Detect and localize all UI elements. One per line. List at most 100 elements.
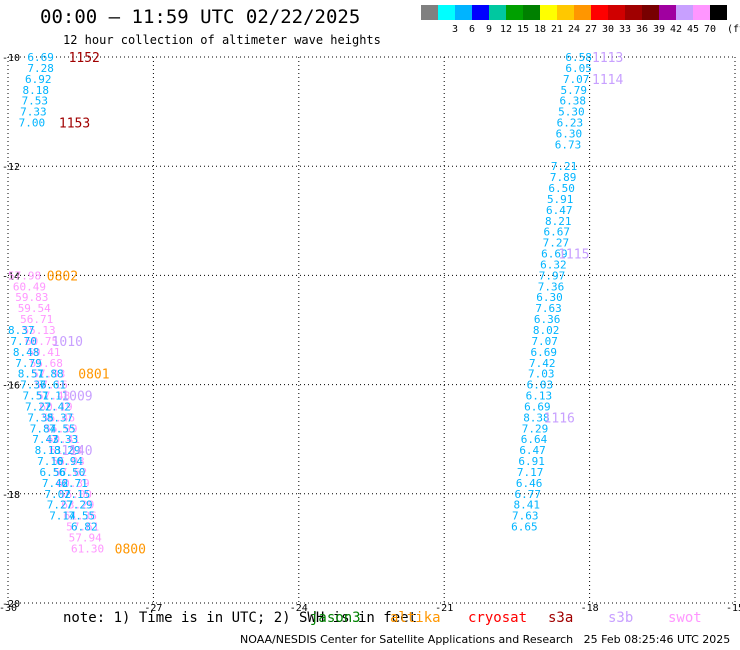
- wave-height-label: 6.91: [518, 455, 545, 468]
- wave-height-label: 8.51: [18, 368, 45, 381]
- wave-height-label: 6.71: [61, 477, 88, 490]
- pass-time-annotation: 1140: [61, 444, 92, 459]
- wave-height-label: 6.58: [565, 51, 592, 64]
- wave-height-label: 57.98: [8, 269, 41, 282]
- color-swatch: [659, 5, 676, 20]
- wave-height-label: 56.00: [59, 488, 92, 501]
- wave-height-label: 7.51: [23, 390, 50, 403]
- y-tick-label: -20: [2, 599, 20, 610]
- wave-height-label: 6.69: [541, 248, 568, 261]
- color-scale-label: 30: [601, 24, 615, 35]
- y-tick-label: -16: [2, 381, 20, 392]
- wave-height-label: 59.54: [18, 302, 51, 315]
- wave-height-label: 8.21: [545, 215, 572, 228]
- wave-height-label: 6.23: [557, 117, 584, 130]
- wave-height-label: 7.11: [42, 390, 69, 403]
- wave-height-label: 8.29: [54, 444, 81, 457]
- color-scale-label: 15: [516, 24, 530, 35]
- x-tick-label: -15: [726, 603, 740, 614]
- wave-height-label: 55.68: [30, 357, 63, 370]
- wave-height-label: 6.32: [540, 258, 567, 271]
- wave-height-label: 59.41: [27, 346, 60, 359]
- page-subtitle: 12 hour collection of altimeter wave hei…: [63, 33, 381, 47]
- color-swatch: [421, 5, 438, 20]
- wave-height-label: 7.36: [20, 379, 47, 392]
- wave-height-label: 7.14: [49, 510, 76, 523]
- wave-height-label: 6.69: [524, 400, 551, 413]
- pass-time-annotation: 1116: [544, 411, 575, 426]
- wave-height-label: 7.10: [37, 455, 64, 468]
- pass-time-annotation: 1114: [592, 73, 623, 88]
- satellite-legend-item: s3b: [608, 610, 634, 626]
- wave-height-label: 7.29: [66, 499, 93, 512]
- wave-height-label: 6.36: [534, 313, 561, 326]
- wave-height-label: 7.27: [47, 499, 73, 512]
- wave-height-label: 60.41: [47, 433, 80, 446]
- wave-height-label: 7.33: [52, 433, 78, 446]
- y-tick-label: -18: [2, 490, 20, 501]
- pass-time-annotation: 0802: [47, 269, 78, 284]
- x-tick-label: -18: [581, 603, 599, 614]
- color-scale-label: 9: [485, 24, 493, 35]
- color-swatch: [676, 5, 693, 20]
- color-swatch: [506, 5, 523, 20]
- color-swatch: [574, 5, 591, 20]
- wave-height-label: 7.07: [563, 73, 590, 86]
- wave-height-label: 7.29: [522, 422, 549, 435]
- wave-height-label: 7.55: [69, 510, 96, 523]
- x-tick-label: -27: [144, 603, 162, 614]
- wave-height-label: 63.29: [61, 499, 94, 512]
- wave-height-label: 7.03: [528, 368, 555, 381]
- wave-height-label: 57.48: [37, 390, 70, 403]
- color-scale-label: 42: [669, 24, 683, 35]
- wave-height-label: 7.70: [10, 335, 37, 348]
- wave-height-label: 7.61: [40, 379, 67, 392]
- color-swatch: [557, 5, 574, 20]
- wave-height-label: 57.16: [35, 379, 68, 392]
- wave-height-label: 7.42: [529, 357, 556, 370]
- pass-time-annotation: 1009: [61, 390, 92, 405]
- wave-height-label: 57.93: [32, 368, 65, 381]
- wave-height-label: 6.77: [514, 488, 541, 501]
- color-scale-label: 12: [499, 24, 513, 35]
- wave-height-label: 7.97: [539, 269, 566, 282]
- color-scale-label: 3: [451, 24, 459, 35]
- wave-height-label: 7.02: [44, 488, 71, 501]
- wave-height-label: 57.94: [69, 531, 102, 544]
- wave-height-label: 60.19: [40, 400, 73, 413]
- wave-height-label: 7.55: [49, 422, 76, 435]
- satellite-legend-item: swot: [668, 610, 702, 626]
- color-swatch: [608, 5, 625, 20]
- x-tick-label: -21: [435, 603, 453, 614]
- wave-height-label: 7.53: [22, 95, 49, 108]
- wave-height-label: 7.21: [551, 160, 578, 173]
- wave-height-label: 7.33: [20, 106, 47, 119]
- wave-height-label: 7.43: [32, 433, 59, 446]
- color-scale-label: 27: [584, 24, 598, 35]
- color-swatch: [642, 5, 659, 20]
- wave-height-label: 6.69: [530, 346, 557, 359]
- page-title: 00:00 – 11:59 UTC 02/22/2025: [40, 6, 361, 28]
- wave-height-label: 6.73: [555, 138, 582, 151]
- wave-height-label: 7.35: [27, 411, 53, 424]
- wave-height-label: 8.13: [35, 444, 62, 457]
- wave-height-label: 6.82: [71, 521, 98, 534]
- color-swatch: [472, 5, 489, 20]
- wave-height-label: 7.28: [27, 62, 53, 75]
- wave-height-label: 6.50: [59, 466, 86, 479]
- wave-height-label: 7.42: [44, 400, 71, 413]
- color-scale-label: 24: [567, 24, 581, 35]
- wave-height-label: 5.91: [547, 193, 574, 206]
- color-swatch: [693, 5, 710, 20]
- wave-height-label: 6.56: [40, 466, 67, 479]
- wave-height-label: 6.38: [560, 95, 587, 108]
- wave-height-label: 6.30: [556, 127, 583, 140]
- wave-height-label: 60.49: [13, 280, 46, 293]
- x-tick-label: -30: [0, 603, 17, 614]
- wave-height-label: 7.88: [37, 368, 64, 381]
- wave-height-label: 7.63: [535, 302, 562, 315]
- wave-height-label: 6.46: [516, 477, 543, 490]
- wave-height-label: 6.03: [527, 379, 554, 392]
- pass-time-annotation: 1010: [52, 335, 83, 350]
